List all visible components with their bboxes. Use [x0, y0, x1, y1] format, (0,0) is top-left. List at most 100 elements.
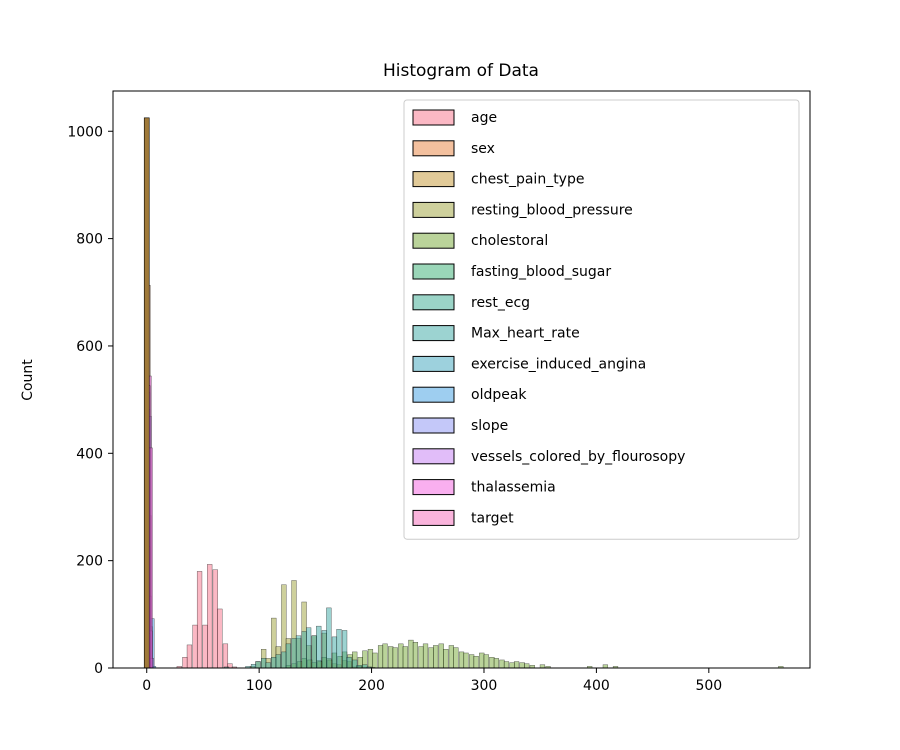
x-tick-label: 400 [583, 678, 610, 694]
histogram-bar [222, 643, 229, 669]
histogram-bar [408, 639, 414, 669]
histogram-bar [352, 659, 358, 669]
legend-item: cholestoral [412, 232, 548, 249]
x-tick-label: 300 [471, 678, 498, 694]
histogram-bar [261, 658, 267, 669]
histogram-bar [285, 643, 291, 669]
histogram-bar [443, 649, 449, 669]
legend-swatch [412, 325, 455, 342]
histogram-bar [336, 629, 342, 669]
x-tick-label: 500 [695, 678, 722, 694]
y-tick-label: 800 [76, 232, 103, 248]
legend-label: slope [471, 418, 508, 434]
legend-swatch [412, 201, 455, 218]
histogram-bar [372, 652, 378, 669]
legend-item: oldpeak [412, 386, 527, 403]
histogram-bar [412, 642, 419, 669]
histogram-bar [519, 662, 525, 669]
legend-swatch [412, 386, 455, 403]
histogram-bar [326, 607, 332, 669]
legend-item: age [412, 109, 497, 126]
legend-swatch [412, 448, 455, 465]
x-tick-label: 100 [246, 678, 273, 694]
histogram-bar [255, 661, 261, 669]
legend-swatch [412, 109, 455, 126]
histogram-bar [418, 646, 424, 669]
histogram-bar [479, 652, 485, 669]
histogram-bar [398, 643, 404, 669]
x-axis-ticks: 0 100 200 300 400 500 [142, 668, 722, 694]
histogram-bar [377, 645, 384, 669]
legend-swatch [412, 509, 455, 526]
histogram-bar [311, 635, 317, 669]
histogram-bar [402, 646, 408, 669]
histogram-bar [275, 654, 281, 669]
histogram-bar [473, 655, 479, 669]
legend-label: vessels_colored_by_flourosopy [471, 449, 685, 465]
histogram-bar [503, 661, 510, 669]
y-tick-label: 1000 [67, 124, 103, 140]
legend-swatch [412, 232, 455, 249]
histogram-bar [301, 631, 307, 669]
histogram-bar [388, 646, 394, 669]
legend-item: slope [412, 417, 508, 434]
histogram-bar [291, 638, 297, 669]
legend-item: vessels_colored_by_flourosopy [412, 448, 685, 465]
legend-item: sex [412, 140, 495, 157]
histogram-bar [207, 564, 213, 669]
histogram-bar [453, 647, 459, 669]
histogram-bar [458, 651, 465, 669]
legend: age sex chest_pain_type resting_blood_press… [403, 99, 800, 540]
histogram-bar [182, 657, 188, 669]
histogram-bar [271, 657, 277, 669]
legend-label: resting_blood_pressure [471, 202, 633, 218]
legend-label: oldpeak [471, 387, 527, 403]
legend-label: fasting_blood_sugar [471, 264, 611, 280]
plot-area-frame [112, 90, 811, 669]
legend-swatch [412, 417, 455, 434]
histogram-bar [346, 657, 352, 669]
legend-swatch [412, 355, 455, 372]
histogram-bar [321, 630, 327, 669]
histogram-bar [212, 569, 218, 669]
legend-item: exercise_induced_angina [412, 355, 646, 372]
histogram-bar [463, 652, 469, 669]
legend-label: sex [471, 141, 495, 157]
histogram-bar [483, 654, 489, 669]
histogram-bar [295, 635, 302, 669]
x-tick-label: 0 [142, 678, 151, 694]
histogram-bar [217, 608, 223, 669]
histogram-bar [469, 654, 475, 669]
histogram-bar [382, 643, 388, 669]
legend-item: fasting_blood_sugar [412, 263, 611, 280]
histogram-bar [422, 643, 429, 669]
y-tick-label: 0 [94, 661, 103, 677]
histogram-bar [250, 664, 257, 669]
legend-item: chest_pain_type [412, 171, 584, 188]
y-axis-label: Count [20, 359, 36, 401]
histogram-bar [281, 651, 287, 669]
histogram-bar [448, 645, 454, 669]
legend-label: target [471, 510, 514, 526]
legend-swatch [412, 294, 455, 311]
legend-swatch [412, 171, 455, 188]
legend-label: thalassemia [471, 480, 556, 496]
legend-swatch [412, 479, 455, 496]
histogram-bar [306, 627, 312, 669]
y-tick-label: 400 [76, 446, 103, 462]
histogram-bar [513, 661, 520, 669]
legend-label: Max_heart_rate [471, 326, 580, 342]
histogram-bar [367, 649, 374, 669]
histogram-bar [499, 659, 505, 669]
legend-item: thalassemia [412, 479, 556, 496]
legend-item: Max_heart_rate [412, 325, 580, 342]
histogram-bar [392, 647, 398, 669]
histogram-bar [493, 658, 499, 669]
legend-label: cholestoral [471, 233, 548, 249]
histogram-bar [509, 662, 515, 669]
histogram-bar [202, 624, 208, 669]
histogram-bar [428, 647, 434, 669]
histogram-bar [316, 625, 322, 669]
y-tick-label: 600 [76, 339, 103, 355]
